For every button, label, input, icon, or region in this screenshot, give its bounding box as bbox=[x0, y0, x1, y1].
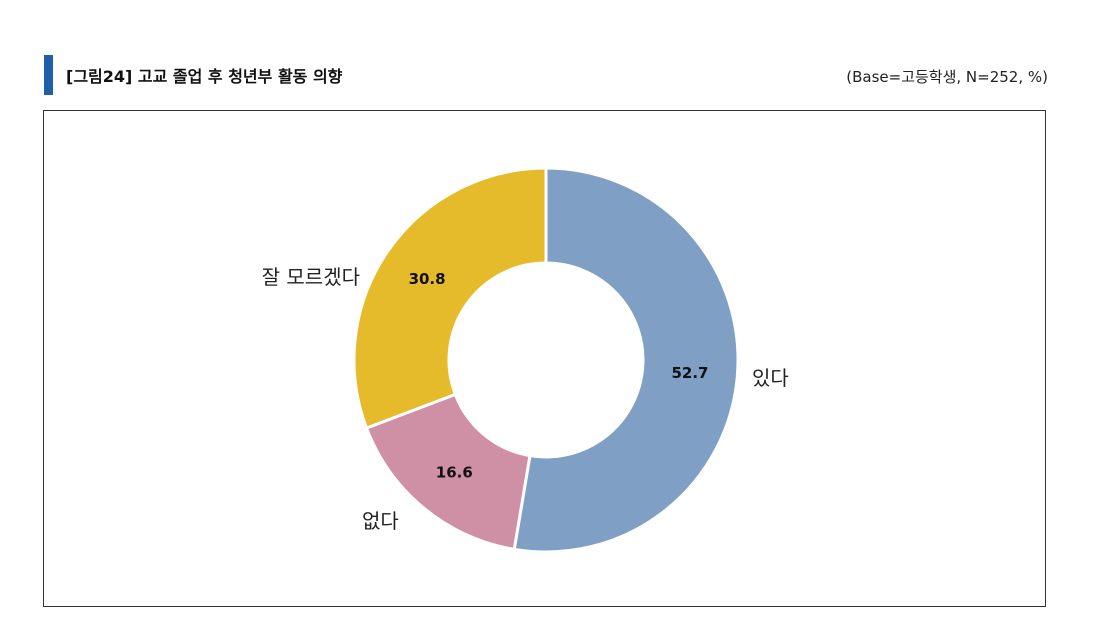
slice-value-label-2: 16.6 bbox=[436, 464, 473, 482]
slice-category-label-2: 없다 bbox=[362, 509, 399, 533]
slice-value-label-1: 52.7 bbox=[671, 364, 708, 382]
figure-title: [그림24] 고교 졸업 후 청년부 활동 의향 bbox=[66, 67, 343, 86]
title-accent-bar bbox=[44, 55, 53, 95]
slice-value-label-3: 30.8 bbox=[409, 270, 446, 288]
base-note: (Base=고등학생, N=252, %) bbox=[846, 68, 1048, 86]
slice-category-label-1: 있다 bbox=[752, 366, 789, 390]
donut-slice-1 bbox=[512, 166, 740, 554]
slice-category-label-3: 잘 모르겠다 bbox=[262, 265, 360, 289]
donut-slice-2 bbox=[364, 392, 532, 552]
donut-slice-3 bbox=[352, 166, 548, 431]
chart-frame bbox=[43, 110, 1046, 607]
